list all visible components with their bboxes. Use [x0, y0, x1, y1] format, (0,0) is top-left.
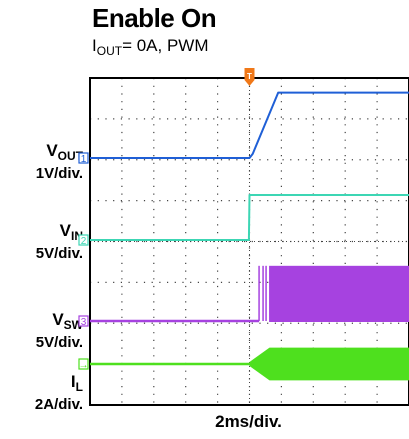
channel-marker-il: [78, 358, 89, 370]
trace-il-ripple: [249, 347, 409, 381]
channel-marker-text-il: →: [79, 360, 89, 371]
channel-marker-text-vsw: 3: [81, 317, 87, 328]
trace-vout: [90, 91, 409, 159]
channel-marker-text-vout: 1: [81, 154, 87, 165]
x-axis-label: 2ms/div.: [215, 412, 282, 431]
channel-label-il: IL 2A/div.: [34, 372, 83, 413]
trace-vsw-switching: [269, 265, 409, 322]
chart-subtitle: IOUT= 0A, PWM: [92, 36, 209, 58]
channel-marker-vsw: [78, 315, 89, 327]
channel-marker-vout: [78, 152, 89, 164]
trace-vin: [90, 194, 409, 241]
trigger-marker: [244, 68, 255, 86]
channel-marker-text-vin: 2: [81, 236, 87, 247]
chart-title: Enable On: [92, 3, 217, 33]
channel-label-vsw: VSW 5V/div.: [35, 310, 83, 351]
channel-label-vout: VOUT 1V/div.: [35, 141, 83, 182]
channel-marker-vin: [78, 234, 89, 246]
trigger-marker-text: T: [247, 72, 252, 81]
